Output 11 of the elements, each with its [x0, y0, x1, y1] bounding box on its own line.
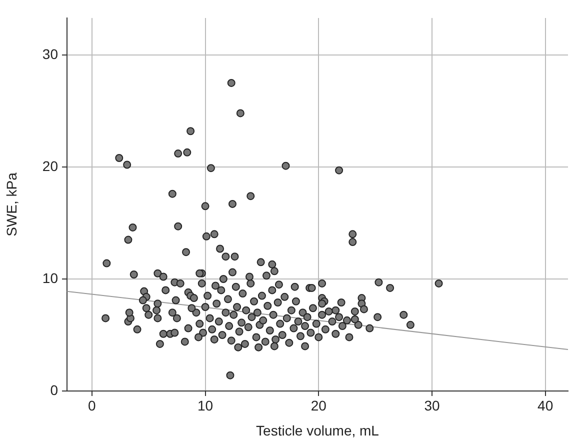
x-tick-label: 20	[310, 397, 327, 414]
x-tick-label: 40	[538, 397, 554, 414]
y-tick-label: 30	[42, 46, 58, 62]
y-tick-label: 10	[42, 270, 58, 286]
y-tick-label: 20	[42, 158, 58, 174]
x-axis-title: Testicle volume, mL	[256, 422, 380, 438]
y-axis-title: SWE, kPa	[3, 172, 20, 236]
x-tick-label: 10	[197, 397, 214, 414]
x-tick-label: 0	[88, 397, 96, 414]
x-tick-label: 30	[424, 397, 440, 414]
y-tick-label: 0	[50, 382, 58, 398]
